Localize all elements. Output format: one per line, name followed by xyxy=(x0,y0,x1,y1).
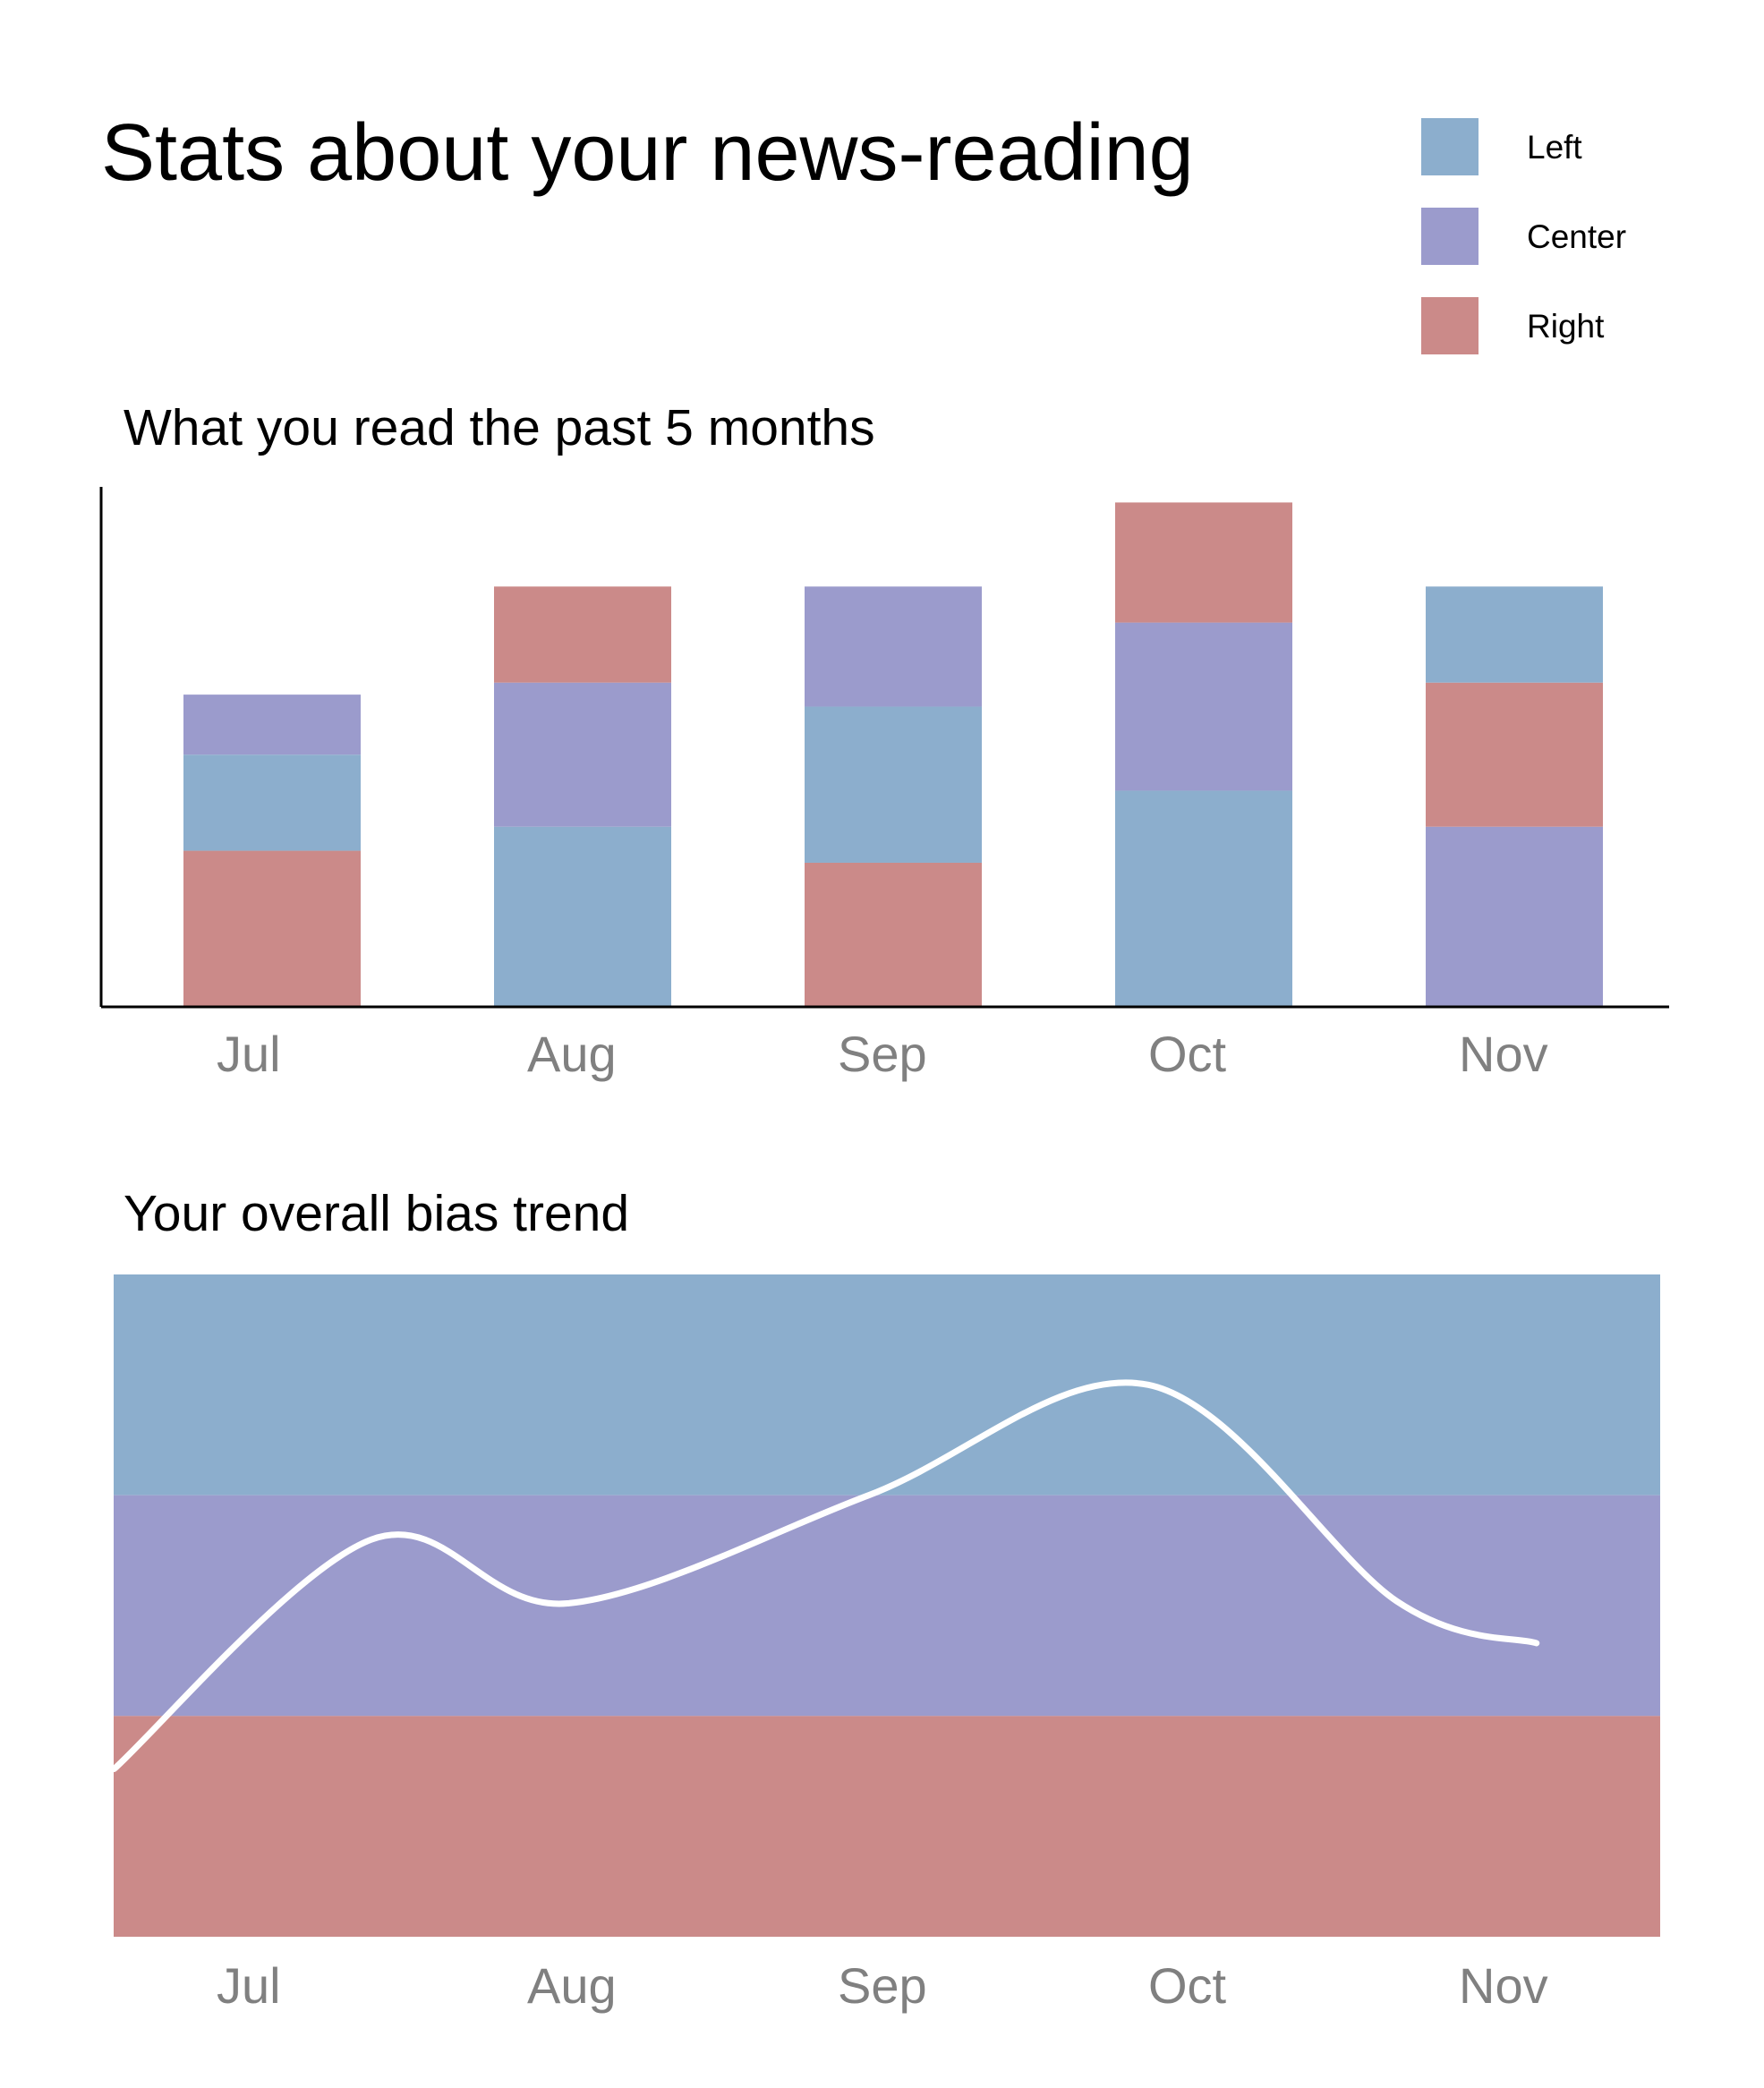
bar-oct-right xyxy=(1115,502,1292,623)
legend: Left Center Right xyxy=(1421,118,1761,360)
bar-jul-left xyxy=(183,754,361,851)
bar-nov-right xyxy=(1426,682,1603,827)
band-right xyxy=(114,1716,1660,1937)
page-title: Stats about your news-reading xyxy=(101,108,1194,198)
legend-item-right: Right xyxy=(1421,297,1761,354)
bar-sep-center xyxy=(805,586,982,707)
bar-jul-center xyxy=(183,695,361,755)
legend-swatch-right xyxy=(1421,297,1479,354)
legend-label-right: Right xyxy=(1527,308,1605,345)
bar-aug-left xyxy=(494,826,671,1007)
band-left xyxy=(114,1274,1660,1496)
bar-aug-center xyxy=(494,682,671,827)
legend-label-center: Center xyxy=(1527,218,1627,255)
legend-swatch-center xyxy=(1421,208,1479,265)
bar-nov-left xyxy=(1426,586,1603,683)
bar-jul-right xyxy=(183,850,361,1007)
legend-swatch-left xyxy=(1421,118,1479,175)
bar-oct-left xyxy=(1115,790,1292,1007)
band-center xyxy=(114,1495,1660,1717)
x-tick-label: Sep xyxy=(838,1957,927,2014)
bar-aug-right xyxy=(494,586,671,683)
x-tick-label: Aug xyxy=(527,1026,617,1082)
x-tick-label: Aug xyxy=(527,1957,617,2014)
bar-sep-right xyxy=(805,862,982,1007)
x-tick-label: Jul xyxy=(217,1957,281,2014)
x-tick-label: Oct xyxy=(1148,1957,1227,2014)
x-tick-label: Nov xyxy=(1459,1957,1548,2014)
bar-oct-center xyxy=(1115,622,1292,791)
bar-nov-center xyxy=(1426,826,1603,1007)
x-tick-label: Jul xyxy=(217,1026,281,1082)
legend-item-center: Center xyxy=(1421,208,1761,265)
x-tick-label: Nov xyxy=(1459,1026,1548,1082)
line-chart-title: Your overall bias trend xyxy=(124,1185,630,1242)
bar-chart-title: What you read the past 5 months xyxy=(124,399,875,456)
legend-item-left: Left xyxy=(1421,118,1761,175)
bar-sep-left xyxy=(805,706,982,863)
x-tick-label: Sep xyxy=(838,1026,927,1082)
legend-label-left: Left xyxy=(1527,129,1582,166)
bias-trend-line xyxy=(110,1379,1540,1773)
x-tick-label: Oct xyxy=(1148,1026,1227,1082)
